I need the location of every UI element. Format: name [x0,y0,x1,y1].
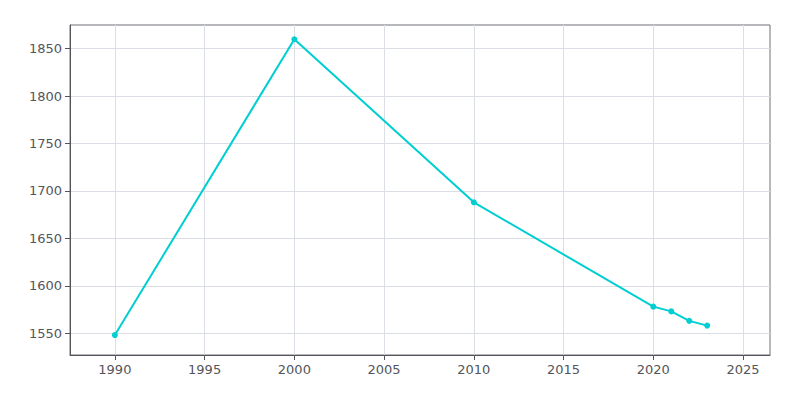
svg-text:2015: 2015 [547,362,580,377]
svg-text:1800: 1800 [29,89,62,104]
svg-text:2025: 2025 [727,362,760,377]
svg-text:1750: 1750 [29,136,62,151]
svg-text:2010: 2010 [457,362,490,377]
svg-text:2000: 2000 [278,362,311,377]
svg-text:1990: 1990 [98,362,131,377]
svg-text:1995: 1995 [188,362,221,377]
svg-text:1850: 1850 [29,41,62,56]
svg-text:1700: 1700 [29,183,62,198]
svg-text:1650: 1650 [29,231,62,246]
svg-text:1550: 1550 [29,326,62,341]
svg-text:2020: 2020 [637,362,670,377]
svg-text:2005: 2005 [368,362,401,377]
svg-text:1600: 1600 [29,278,62,293]
